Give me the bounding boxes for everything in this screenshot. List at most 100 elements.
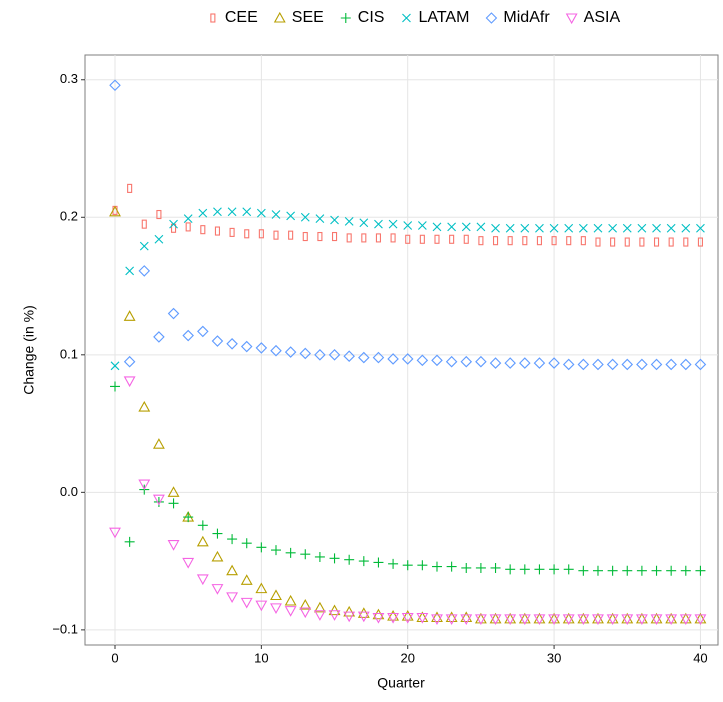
point xyxy=(270,344,282,357)
y-tick-label: −0.1 xyxy=(52,621,78,636)
point xyxy=(288,230,294,240)
y-tick-label: 0.1 xyxy=(60,346,78,361)
point xyxy=(109,527,121,539)
point xyxy=(372,351,385,364)
point xyxy=(417,221,427,230)
y-axis-label: Change (in %) xyxy=(21,305,37,395)
point xyxy=(270,589,282,601)
point xyxy=(505,223,515,233)
point xyxy=(478,236,484,246)
point xyxy=(460,355,473,368)
point xyxy=(505,564,516,575)
point xyxy=(241,538,252,549)
point xyxy=(211,335,224,347)
x-axis-label: Quarter xyxy=(377,675,425,691)
point xyxy=(197,325,209,338)
point xyxy=(474,614,487,626)
point xyxy=(372,608,385,620)
point xyxy=(445,611,458,623)
point xyxy=(138,479,151,491)
point xyxy=(463,234,469,244)
point xyxy=(592,565,603,576)
point xyxy=(300,212,310,222)
point xyxy=(123,376,136,388)
point xyxy=(577,358,590,371)
point xyxy=(636,358,648,371)
point xyxy=(357,611,370,623)
point xyxy=(138,265,151,277)
point xyxy=(196,535,209,547)
point xyxy=(313,610,326,621)
point xyxy=(314,349,326,361)
x-tick-label: 10 xyxy=(254,650,268,665)
point xyxy=(110,361,120,371)
point xyxy=(183,512,194,523)
point xyxy=(256,208,266,218)
point xyxy=(564,223,574,233)
legend-key xyxy=(340,13,351,23)
point xyxy=(563,564,574,575)
point xyxy=(315,214,325,224)
point xyxy=(284,606,297,617)
point xyxy=(621,614,634,626)
point xyxy=(299,598,312,610)
point xyxy=(196,574,209,586)
point xyxy=(476,222,486,232)
point xyxy=(227,534,238,545)
point xyxy=(125,266,135,276)
point xyxy=(417,560,428,571)
point xyxy=(317,231,323,242)
point xyxy=(650,358,663,371)
point xyxy=(240,574,253,585)
point xyxy=(595,237,601,247)
point xyxy=(668,237,674,247)
point xyxy=(168,498,179,509)
point xyxy=(622,223,632,233)
point xyxy=(357,607,370,618)
point xyxy=(446,561,457,572)
point xyxy=(183,214,193,224)
point xyxy=(226,338,238,350)
point xyxy=(507,236,513,246)
point xyxy=(212,528,223,539)
x-tick-label: 30 xyxy=(547,650,561,665)
point xyxy=(489,614,502,626)
point xyxy=(624,237,630,247)
point xyxy=(169,219,178,229)
point xyxy=(343,611,356,623)
point xyxy=(447,222,457,232)
point xyxy=(549,223,559,233)
point xyxy=(329,553,340,564)
point xyxy=(373,557,384,568)
point xyxy=(679,614,692,626)
point xyxy=(652,223,661,233)
point xyxy=(606,358,619,371)
point xyxy=(562,358,575,371)
point xyxy=(580,236,586,246)
panel xyxy=(84,54,719,646)
point xyxy=(694,614,707,626)
point xyxy=(636,565,647,576)
point xyxy=(346,233,352,243)
point xyxy=(665,358,677,371)
y-tick-label: 0.0 xyxy=(60,484,78,499)
point xyxy=(256,542,267,553)
legend-label: ASIA xyxy=(584,9,621,26)
y-tick-label: 0.3 xyxy=(60,71,78,86)
point xyxy=(548,614,561,626)
point xyxy=(519,357,531,369)
x-tick-label: 0 xyxy=(111,650,118,665)
legend-label: MidAfr xyxy=(503,9,550,26)
point xyxy=(227,207,237,217)
point xyxy=(286,211,296,221)
point xyxy=(390,233,396,243)
point xyxy=(610,237,616,247)
point xyxy=(273,230,279,240)
point xyxy=(402,560,413,571)
point xyxy=(434,234,440,244)
point xyxy=(696,223,705,233)
point xyxy=(694,358,707,371)
point xyxy=(211,584,224,595)
point xyxy=(213,207,222,217)
